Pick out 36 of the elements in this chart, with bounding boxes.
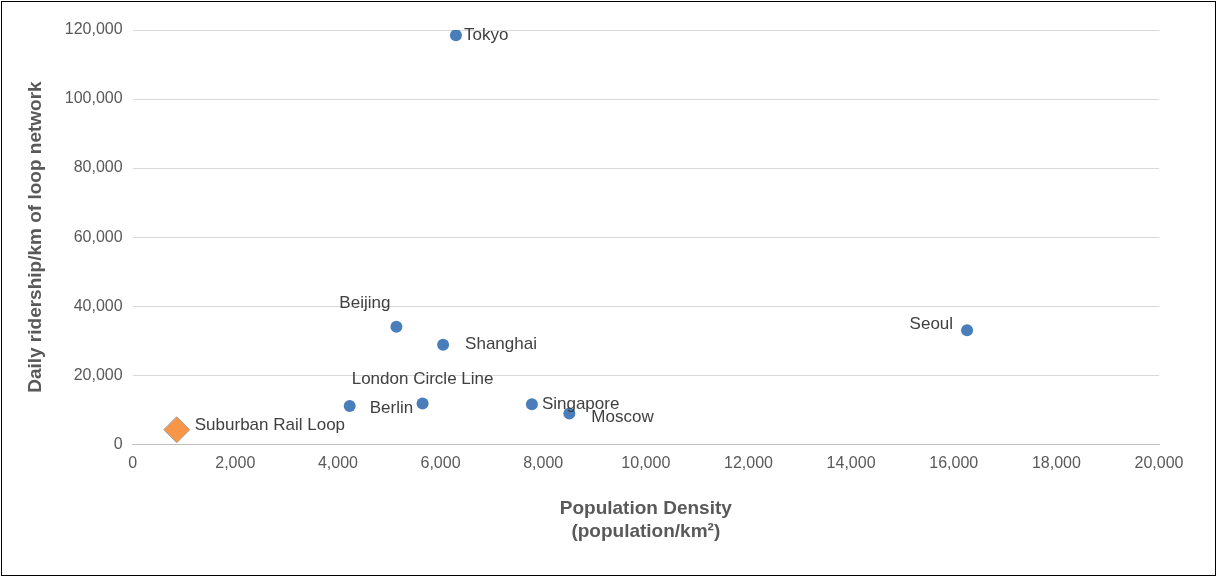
data-label: Singapore xyxy=(541,393,620,413)
x-tick-label: 14,000 xyxy=(826,454,876,472)
x-tick-label: 6,000 xyxy=(420,454,461,472)
data-label: Berlin xyxy=(369,397,414,417)
data-label: Suburban Rail Loop xyxy=(194,415,346,435)
y-tick-label: 20,000 xyxy=(73,365,123,383)
data-label: Beijing xyxy=(339,292,391,312)
point xyxy=(163,416,191,444)
x-tick-label: 8,000 xyxy=(523,454,564,472)
y-tick-label: 80,000 xyxy=(73,158,123,176)
point xyxy=(416,397,429,410)
y-tick-label: 120,000 xyxy=(64,20,123,38)
x-tick-label: 12,000 xyxy=(723,454,774,472)
y-tick-label: 40,000 xyxy=(73,296,123,314)
point xyxy=(525,398,538,411)
data-label: London Circle Line xyxy=(351,369,494,389)
y-tick-label: 60,000 xyxy=(73,227,123,245)
x-tick-label: 20,000 xyxy=(1134,454,1184,472)
point xyxy=(437,338,450,351)
data-label: Shanghai xyxy=(465,334,537,354)
x-axis-title: Population Density (population/km²) xyxy=(559,497,733,541)
point xyxy=(961,324,974,337)
x-tick-label: 16,000 xyxy=(929,454,979,472)
data-label: Tokyo xyxy=(463,24,509,44)
point xyxy=(449,30,462,42)
y-tick-label: 0 xyxy=(113,434,123,452)
x-tick-label: 18,000 xyxy=(1031,454,1081,472)
y-tick-label: 100,000 xyxy=(64,89,123,107)
point xyxy=(390,320,403,333)
data-label: Seoul xyxy=(909,313,954,333)
x-tick-label: 0 xyxy=(128,454,138,472)
y-axis-title: Daily ridership/km of loop network xyxy=(23,80,45,393)
x-tick-label: 10,000 xyxy=(621,454,671,472)
x-tick-label: 2,000 xyxy=(215,454,256,472)
point xyxy=(343,399,356,412)
x-tick-label: 4,000 xyxy=(317,454,359,472)
